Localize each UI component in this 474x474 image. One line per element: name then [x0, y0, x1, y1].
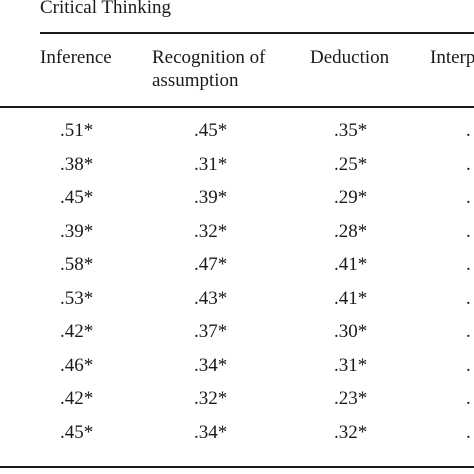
table-cell: .32* [194, 220, 228, 242]
table-cell: .37* [194, 321, 228, 342]
table-cell: .34* [194, 354, 228, 376]
table-cell: .28* [334, 220, 368, 242]
table-cell: .58* [60, 254, 94, 275]
column-header-line: Interp [430, 47, 474, 68]
table-cell: .39* [194, 187, 228, 208]
table-cell: . [466, 187, 471, 208]
bottom-rule [0, 466, 474, 468]
table-cell: .38* [60, 153, 94, 175]
table-cell: .29* [334, 187, 368, 208]
table-cell: .53* [60, 287, 94, 309]
table-cell: .47* [194, 254, 228, 275]
table-row: t.42*.37*.30*. [0, 317, 474, 347]
table-cell: .41* [334, 254, 368, 275]
column-header-deduction: Deduction [310, 46, 389, 69]
table-cell: .45* [194, 120, 228, 141]
table-cell: . [466, 120, 471, 141]
table-cell: .25* [334, 153, 368, 175]
table-cell: . [466, 421, 471, 443]
table-row: .42* .32* .23*. [0, 384, 474, 414]
table-row: .45* .34* .32*. [0, 418, 474, 448]
table-cell: .46* [60, 354, 94, 376]
table-cell: .42* [60, 388, 94, 409]
table-row: .38* .31* .25*. [0, 150, 474, 180]
table-cell: .43* [194, 287, 228, 309]
table-row: .53* .43* .41*. [0, 284, 474, 314]
table-cell: . [466, 287, 471, 309]
table-cell: .45* [60, 187, 94, 208]
column-header-line: Inference [40, 47, 112, 68]
table-row: .46* .34* .31*. [0, 351, 474, 381]
table-cell: .32* [194, 388, 228, 409]
table-cell: .32* [334, 421, 368, 443]
table-cell: . [466, 388, 471, 409]
table-row: .51* .45* .35*. [0, 116, 474, 146]
header-rule [0, 106, 474, 108]
table-cell: .31* [334, 354, 368, 376]
column-header-recognition-of-assumption: Recognition of assumption [152, 46, 265, 92]
table-cell: . [466, 220, 471, 242]
table-cell: . [466, 354, 471, 376]
table-row: .39* .32* .28*. [0, 217, 474, 247]
table-cell: . [466, 254, 471, 275]
table-cell: .45* [60, 421, 94, 443]
table-cell: .39* [60, 220, 94, 242]
column-header-interpretation: Interp [430, 46, 474, 69]
table-cell: .23* [334, 388, 368, 409]
table-cell: .30* [334, 321, 368, 342]
column-group-title: Critical Thinking [40, 0, 172, 18]
table-cell: .51* [60, 120, 94, 141]
table-cell: .42* [60, 321, 94, 342]
table-cell: . [466, 321, 471, 342]
table-cell: .41* [334, 287, 368, 309]
table-cell: . [466, 153, 471, 175]
group-rule [40, 32, 474, 34]
table-row: .45* .39* .29*. [0, 183, 474, 213]
column-header-line: Deduction [310, 47, 390, 68]
table-row: .58* .47* .41*. [0, 250, 474, 280]
column-header-line: Recognition of [152, 47, 266, 68]
column-header-inference: Inference [40, 46, 112, 69]
table-cell: .34* [194, 421, 228, 443]
table-cell: .31* [194, 153, 228, 175]
column-header-line: assumption [152, 70, 239, 91]
table-cell: .35* [334, 120, 368, 141]
